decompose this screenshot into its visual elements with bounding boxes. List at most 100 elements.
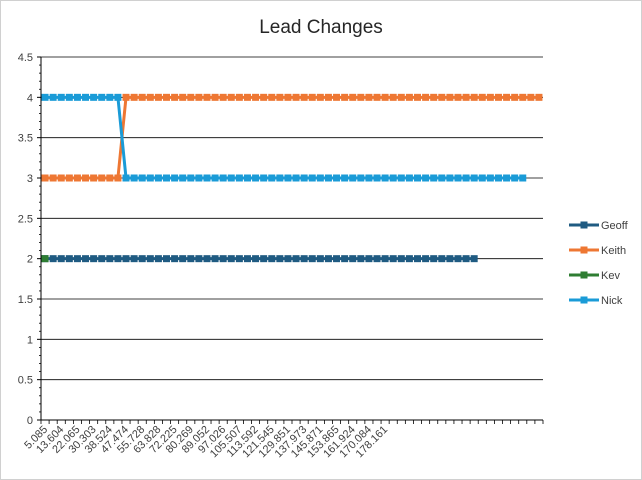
data-point (187, 255, 195, 263)
data-point (324, 93, 332, 101)
data-point (65, 174, 73, 182)
data-point (365, 174, 373, 182)
data-point (243, 93, 251, 101)
data-point (308, 174, 316, 182)
data-point (308, 93, 316, 101)
series-nick (41, 93, 527, 182)
data-point (438, 174, 446, 182)
data-point (430, 255, 438, 263)
data-point (454, 255, 462, 263)
data-point (316, 93, 324, 101)
data-point (57, 255, 65, 263)
data-point (397, 255, 405, 263)
data-point (154, 174, 162, 182)
data-point (462, 93, 470, 101)
data-point (98, 255, 106, 263)
data-point (276, 255, 284, 263)
data-point (503, 93, 511, 101)
data-point (276, 93, 284, 101)
data-point (179, 174, 187, 182)
chart-title: Lead Changes (259, 17, 383, 38)
data-point (381, 255, 389, 263)
data-point (171, 93, 179, 101)
data-point (308, 255, 316, 263)
data-point (260, 93, 268, 101)
data-point (235, 174, 243, 182)
series-geoff (41, 255, 478, 263)
data-point (82, 255, 90, 263)
data-point (41, 174, 49, 182)
data-point (227, 93, 235, 101)
data-point (65, 255, 73, 263)
data-point (122, 93, 130, 101)
data-point (260, 174, 268, 182)
data-point (260, 255, 268, 263)
data-point (73, 174, 81, 182)
data-point (211, 93, 219, 101)
data-point (300, 255, 308, 263)
data-point (470, 255, 478, 263)
data-point (478, 93, 486, 101)
data-point (130, 93, 138, 101)
y-tick-label: 4 (27, 92, 33, 104)
legend-marker (580, 246, 588, 254)
data-point (163, 174, 170, 182)
legend-item: Nick (569, 295, 623, 307)
data-point (349, 255, 357, 263)
y-tick-label: 2 (27, 254, 33, 266)
data-point (324, 255, 332, 263)
data-point (276, 174, 284, 182)
data-point (284, 174, 292, 182)
data-point (511, 93, 519, 101)
data-point (227, 255, 235, 263)
data-point (446, 255, 454, 263)
data-point (195, 255, 203, 263)
data-point (422, 255, 430, 263)
data-point (252, 93, 260, 101)
data-point (446, 174, 454, 182)
data-point (98, 174, 106, 182)
data-point (389, 255, 397, 263)
data-point (373, 255, 381, 263)
series-lines (41, 93, 543, 263)
data-point (195, 93, 203, 101)
data-point (438, 255, 446, 263)
y-tick-label: 3.5 (18, 133, 33, 145)
data-point (284, 93, 292, 101)
data-point (414, 174, 421, 182)
data-point (114, 255, 122, 263)
data-point (90, 93, 98, 101)
data-point (82, 93, 90, 101)
data-point (397, 93, 405, 101)
data-point (430, 93, 438, 101)
data-point (146, 255, 154, 263)
data-point (535, 93, 543, 101)
data-point (171, 255, 179, 263)
x-axis: 5.08513.60422.06530.30338.52447.47455.72… (22, 419, 544, 460)
data-point (470, 174, 478, 182)
data-point (373, 93, 381, 101)
data-point (333, 255, 341, 263)
data-point (405, 255, 413, 263)
data-point (341, 255, 349, 263)
data-point (478, 174, 486, 182)
data-point (98, 93, 106, 101)
data-point (300, 93, 308, 101)
data-point (82, 174, 90, 182)
data-point (138, 93, 146, 101)
data-point (486, 174, 494, 182)
data-point (349, 174, 357, 182)
data-point (203, 93, 211, 101)
y-tick-label: 4.5 (18, 52, 33, 64)
data-point (219, 255, 227, 263)
data-point (187, 93, 195, 101)
data-point (292, 174, 300, 182)
data-point (389, 93, 397, 101)
y-tick-label: 2.5 (18, 213, 33, 225)
data-point (138, 255, 146, 263)
y-tick-label: 0.5 (18, 375, 33, 387)
data-point (397, 174, 405, 182)
data-point (138, 174, 146, 182)
legend-item: Keith (569, 245, 626, 257)
y-axis: 0 0.5 1 1.5 2 2.5 3 3.5 4 4.5 (18, 52, 42, 427)
